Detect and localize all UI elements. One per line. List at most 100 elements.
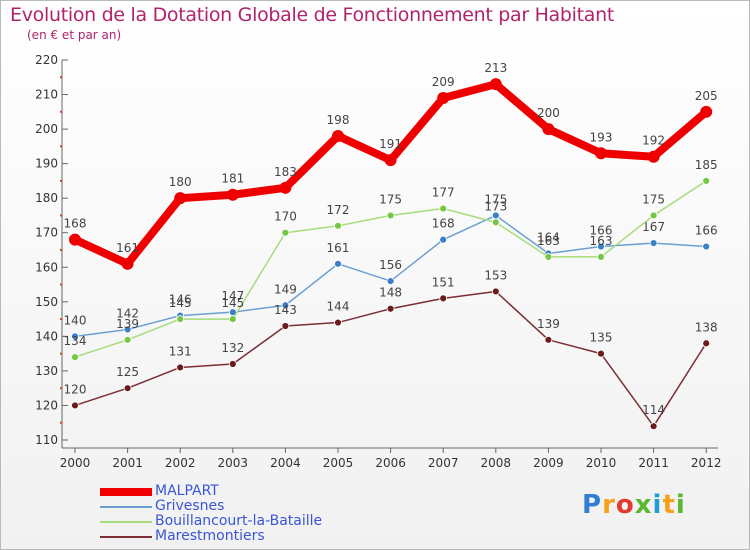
data-point [491, 287, 500, 296]
legend-swatch-bouillancourt [100, 521, 152, 523]
data-point [123, 335, 132, 344]
data-point [69, 233, 81, 246]
data-point [649, 239, 658, 247]
data-point [437, 92, 450, 104]
data-label: 198 [327, 113, 350, 127]
data-label: 148 [379, 286, 402, 300]
legend-item-bouillancourt: Bouillancourt-la-Bataille [100, 514, 440, 529]
data-label: 183 [274, 165, 297, 179]
data-point [702, 339, 711, 348]
series-bouillancourt-la-bataille: 134 139 145 145 170 172 175 177 173 163 163 175 185 [64, 158, 718, 361]
data-point [334, 318, 342, 327]
legend-label: MALPART [155, 483, 219, 499]
data-label: 161 [327, 241, 350, 255]
data-label: 151 [432, 275, 455, 289]
x-tick-label: 2003 [218, 456, 249, 470]
data-label: 167 [642, 220, 665, 234]
data-label: 166 [695, 224, 718, 238]
data-label: 140 [64, 313, 87, 327]
data-point [279, 181, 292, 194]
x-tick-label: 2001 [112, 456, 143, 470]
data-point [489, 78, 502, 91]
data-label: 172 [327, 203, 350, 217]
series-marestmontiers: 120 125 131 132 143 144 148 151 153 139 135 114 138 [64, 268, 718, 431]
data-label: 139 [537, 317, 560, 331]
y-tick-label: 130 [35, 364, 58, 378]
data-label: 149 [274, 282, 297, 296]
data-point [384, 154, 397, 167]
y-tick-label: 210 [35, 88, 58, 102]
data-label: 180 [169, 175, 192, 189]
x-tick-label: 2009 [533, 456, 564, 470]
data-label: 209 [432, 75, 455, 89]
data-label: 147 [221, 289, 244, 303]
data-label: 156 [379, 258, 402, 272]
data-label: 192 [642, 134, 665, 148]
data-point [439, 204, 448, 213]
legend-item-grivesnes: Grivesnes [100, 499, 440, 514]
x-tick-label: 2004 [270, 456, 301, 470]
data-point [123, 325, 132, 334]
data-point [334, 221, 342, 230]
data-point [597, 253, 605, 261]
legend-swatch-grivesnes [100, 506, 152, 508]
data-label: 163 [537, 234, 560, 248]
data-point [702, 242, 711, 251]
data-label: 175 [484, 192, 507, 206]
legend-label: Bouillancourt-la-Bataille [155, 513, 323, 529]
data-point [123, 384, 132, 393]
data-label: 163 [590, 234, 613, 248]
data-label: 134 [64, 334, 87, 348]
x-tick-label: 2012 [691, 456, 722, 470]
y-tick-label: 140 [35, 329, 58, 343]
data-point [226, 188, 239, 201]
data-point [649, 211, 658, 220]
data-label: 181 [221, 172, 244, 186]
data-label: 143 [274, 303, 297, 317]
data-label: 144 [327, 300, 350, 314]
data-point [649, 422, 658, 431]
data-label: 135 [590, 331, 613, 345]
y-tick-label: 150 [35, 295, 58, 309]
data-point [544, 335, 553, 344]
data-label: 142 [116, 306, 139, 320]
data-point [597, 242, 605, 251]
data-point [595, 147, 607, 160]
data-label: 193 [590, 130, 613, 144]
data-point [228, 360, 237, 368]
data-point [332, 130, 344, 142]
data-label: 153 [484, 268, 507, 282]
chart-subtitle: (en € et par an) [27, 28, 122, 42]
legend-item-malpart: MALPART [100, 484, 440, 499]
data-label: 131 [169, 344, 192, 358]
proxiti-logo: Proxiti [582, 490, 686, 520]
data-label: 138 [695, 320, 718, 334]
data-point [121, 257, 134, 270]
legend-item-marestmontiers: Marestmontiers [100, 529, 440, 544]
x-tick-label: 2000 [60, 456, 91, 470]
data-point [439, 294, 448, 303]
data-point [386, 277, 395, 285]
data-point [700, 105, 713, 118]
data-point [71, 401, 79, 410]
data-point [176, 363, 185, 372]
legend: MALPART Grivesnes Bouillancourt-la-Batai… [100, 484, 440, 544]
data-label: 185 [695, 158, 718, 172]
x-tick-label: 2007 [428, 456, 459, 470]
y-tick-label: 190 [35, 157, 58, 171]
data-label: 168 [64, 217, 87, 231]
data-point [386, 304, 395, 313]
data-label: 213 [484, 61, 507, 75]
data-label: 145 [169, 296, 192, 310]
x-tick-label: 2010 [586, 456, 617, 470]
data-label: 173 [484, 199, 507, 213]
data-label: 146 [169, 293, 192, 307]
y-tick-label: 180 [35, 191, 58, 205]
data-point [71, 353, 79, 361]
data-point [281, 301, 290, 310]
data-point [544, 253, 553, 261]
data-label: 175 [379, 192, 402, 206]
